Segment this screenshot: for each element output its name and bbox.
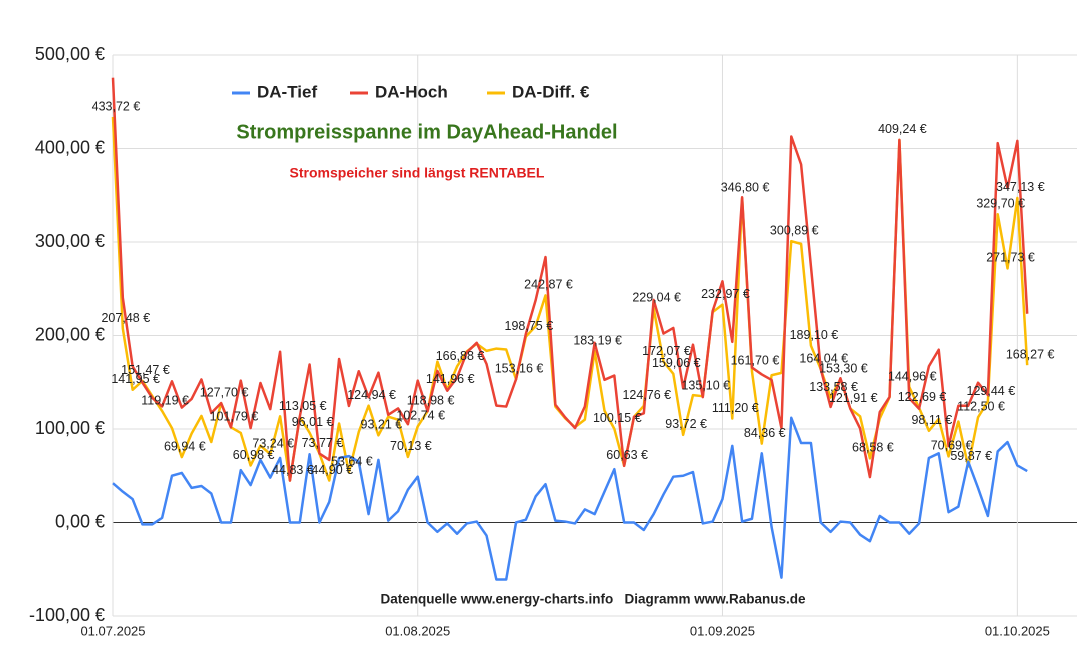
data-label: 183,19 € bbox=[573, 334, 622, 348]
y-tick-label: 0,00 € bbox=[55, 511, 105, 531]
data-label: 59,87 € bbox=[950, 449, 992, 463]
data-label: 112,50 € bbox=[957, 400, 1005, 414]
data-label: 124,94 € bbox=[347, 388, 396, 402]
data-label: 84,36 € bbox=[744, 426, 786, 440]
y-tick-label: 500,00 € bbox=[35, 44, 105, 64]
data-label: 346,80 € bbox=[721, 181, 770, 195]
data-label: 168,27 € bbox=[1006, 347, 1055, 361]
data-label: 409,24 € bbox=[878, 122, 927, 136]
data-label: 161,70 € bbox=[731, 354, 780, 368]
data-label: 242,87 € bbox=[524, 278, 573, 292]
y-tick-label: 400,00 € bbox=[35, 137, 105, 157]
source-note: Datenquelle www.energy-charts.info Diagr… bbox=[380, 592, 806, 607]
data-label: 93,21 € bbox=[361, 418, 403, 432]
series-line bbox=[112, 416, 1028, 581]
legend-label: DA-Tief bbox=[257, 82, 317, 101]
x-tick-label: 01.08.2025 bbox=[385, 623, 450, 638]
data-label: 98,11 € bbox=[911, 413, 952, 427]
data-label: 129,44 € bbox=[967, 384, 1016, 398]
data-label: 329,70 € bbox=[976, 197, 1025, 211]
data-label: 70,69 € bbox=[931, 439, 973, 453]
data-label: 164,04 € bbox=[799, 351, 848, 365]
legend-label: DA-Hoch bbox=[375, 82, 448, 101]
data-label: 151,47 € bbox=[121, 363, 170, 377]
data-label: 271,73 € bbox=[986, 251, 1035, 265]
data-label: 127,70 € bbox=[200, 385, 249, 399]
data-label: 70,13 € bbox=[390, 439, 432, 453]
data-label: 141,95 € bbox=[111, 372, 160, 386]
data-label: 232,97 € bbox=[701, 287, 750, 301]
series-line bbox=[111, 77, 1029, 482]
data-label: 68,58 € bbox=[852, 441, 894, 455]
data-label: 113,05 € bbox=[279, 399, 327, 413]
x-tick-label: 01.07.2025 bbox=[80, 623, 145, 638]
data-label: 124,76 € bbox=[622, 388, 671, 402]
y-tick-label: -100,00 € bbox=[29, 605, 105, 625]
data-label: 100,15 € bbox=[593, 411, 642, 425]
y-tick-label: 200,00 € bbox=[35, 324, 105, 344]
x-tick-label: 01.10.2025 bbox=[985, 623, 1050, 638]
y-tick-label: 100,00 € bbox=[35, 418, 105, 438]
data-label: 135,10 € bbox=[681, 378, 730, 392]
data-label: 73,24 € bbox=[252, 436, 294, 450]
data-label: 102,74 € bbox=[396, 409, 445, 423]
y-tick-label: 300,00 € bbox=[35, 231, 105, 251]
data-label: 198,75 € bbox=[505, 319, 554, 333]
legend-label: DA-Diff. € bbox=[512, 82, 590, 101]
data-label: 300,89 € bbox=[770, 223, 819, 237]
data-label: 111,20 € bbox=[712, 401, 759, 415]
data-label: 229,04 € bbox=[632, 291, 681, 305]
x-tick-label: 01.09.2025 bbox=[690, 623, 755, 638]
data-label: 141,96 € bbox=[426, 372, 475, 386]
data-label: 101,79 € bbox=[210, 410, 259, 424]
data-label: 122,69 € bbox=[898, 390, 947, 404]
data-label: 159,06 € bbox=[652, 356, 701, 370]
data-label: 69,94 € bbox=[164, 439, 206, 453]
data-label: 93,72 € bbox=[665, 417, 707, 431]
data-label: 433,72 € bbox=[92, 99, 141, 113]
data-label: 144,96 € bbox=[888, 369, 937, 383]
data-label: 172,07 € bbox=[642, 344, 691, 358]
data-label: 60,63 € bbox=[606, 448, 648, 462]
chart-subtitle: Stromspeicher sind längst RENTABEL bbox=[290, 165, 545, 181]
data-label: 133,58 € bbox=[809, 380, 858, 394]
data-label: 121,91 € bbox=[829, 391, 878, 405]
data-label: 44,83 € bbox=[272, 463, 314, 477]
data-label: 207,48 € bbox=[101, 311, 150, 325]
data-label: 153,30 € bbox=[819, 361, 868, 375]
data-label: 166,88 € bbox=[436, 349, 485, 363]
data-label: 44,90 € bbox=[311, 463, 353, 477]
data-label: 60,98 € bbox=[233, 448, 275, 462]
chart-title: Strompreisspanne im DayAhead-Handel bbox=[236, 121, 617, 143]
data-label: 119,19 € bbox=[141, 393, 189, 407]
data-label: 347,13 € bbox=[996, 180, 1045, 194]
data-label: 153,16 € bbox=[495, 362, 544, 376]
data-label: 189,10 € bbox=[790, 328, 839, 342]
data-label: 118,98 € bbox=[407, 394, 455, 408]
data-label: 96,01 € bbox=[292, 415, 334, 429]
data-label: 73,77 € bbox=[302, 436, 344, 450]
data-label: 53,64 € bbox=[331, 455, 373, 469]
